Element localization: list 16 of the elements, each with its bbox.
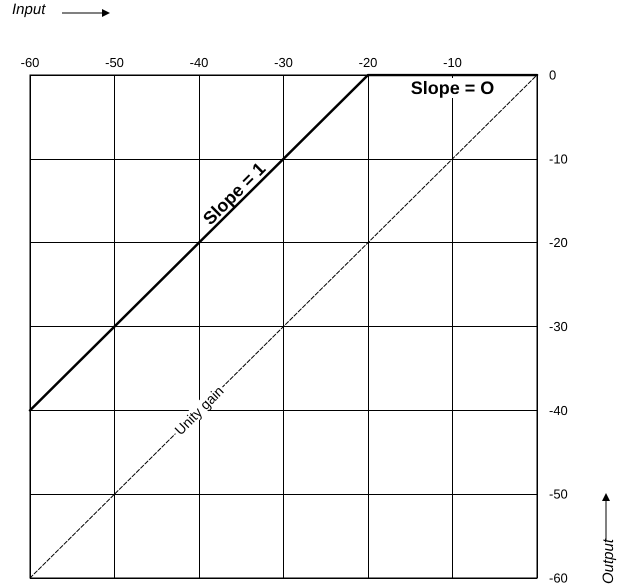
x-tick-label: -20: [358, 55, 378, 70]
y-tick-label: 0: [549, 68, 556, 82]
y-tick-label: -30: [549, 319, 568, 334]
y-tick-label: -40: [549, 402, 568, 418]
x-axis-title: Input: [12, 1, 46, 18]
x-tick-label: -50: [105, 55, 124, 70]
y-axis-title: Output: [600, 538, 617, 584]
y-tick-label: -20: [549, 235, 568, 250]
x-tick-label: -30: [274, 55, 293, 70]
x-tick-label: -40: [190, 55, 208, 70]
annotation: Slope = O: [410, 78, 494, 98]
y-tick-label: -50: [549, 486, 568, 502]
x-tick-label: -60: [20, 55, 40, 70]
x-tick-label: -10: [443, 55, 462, 70]
y-tick-label: -60: [549, 570, 568, 586]
y-tick-label: -10: [549, 151, 568, 166]
